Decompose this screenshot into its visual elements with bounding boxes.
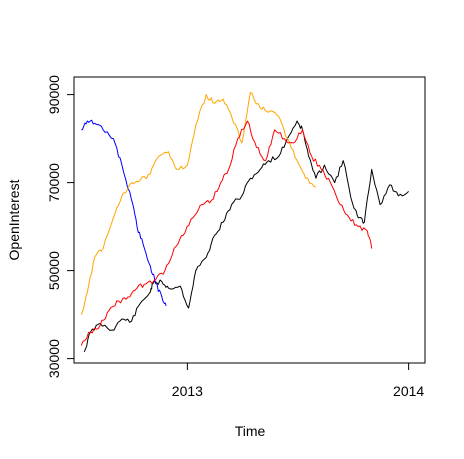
x-tick-label: 2014 xyxy=(393,383,424,399)
y-tick-label: 90000 xyxy=(46,75,62,114)
y-tick-label: 70000 xyxy=(46,163,62,202)
series-line-4 xyxy=(80,120,373,346)
y-axis-title: OpenInterest xyxy=(6,179,22,260)
x-axis: 2013 2014 xyxy=(172,362,424,399)
x-tick-label: 2013 xyxy=(172,383,203,399)
series-line-2 xyxy=(81,119,167,306)
series-line-1 xyxy=(83,120,409,353)
series-line-3 xyxy=(80,91,317,315)
y-tick-label: 30000 xyxy=(46,339,62,378)
x-axis-title: Time xyxy=(235,423,266,439)
y-tick-label: 50000 xyxy=(46,251,62,290)
series-layer xyxy=(80,91,409,353)
y-axis: 30000 50000 70000 90000 xyxy=(46,75,75,378)
